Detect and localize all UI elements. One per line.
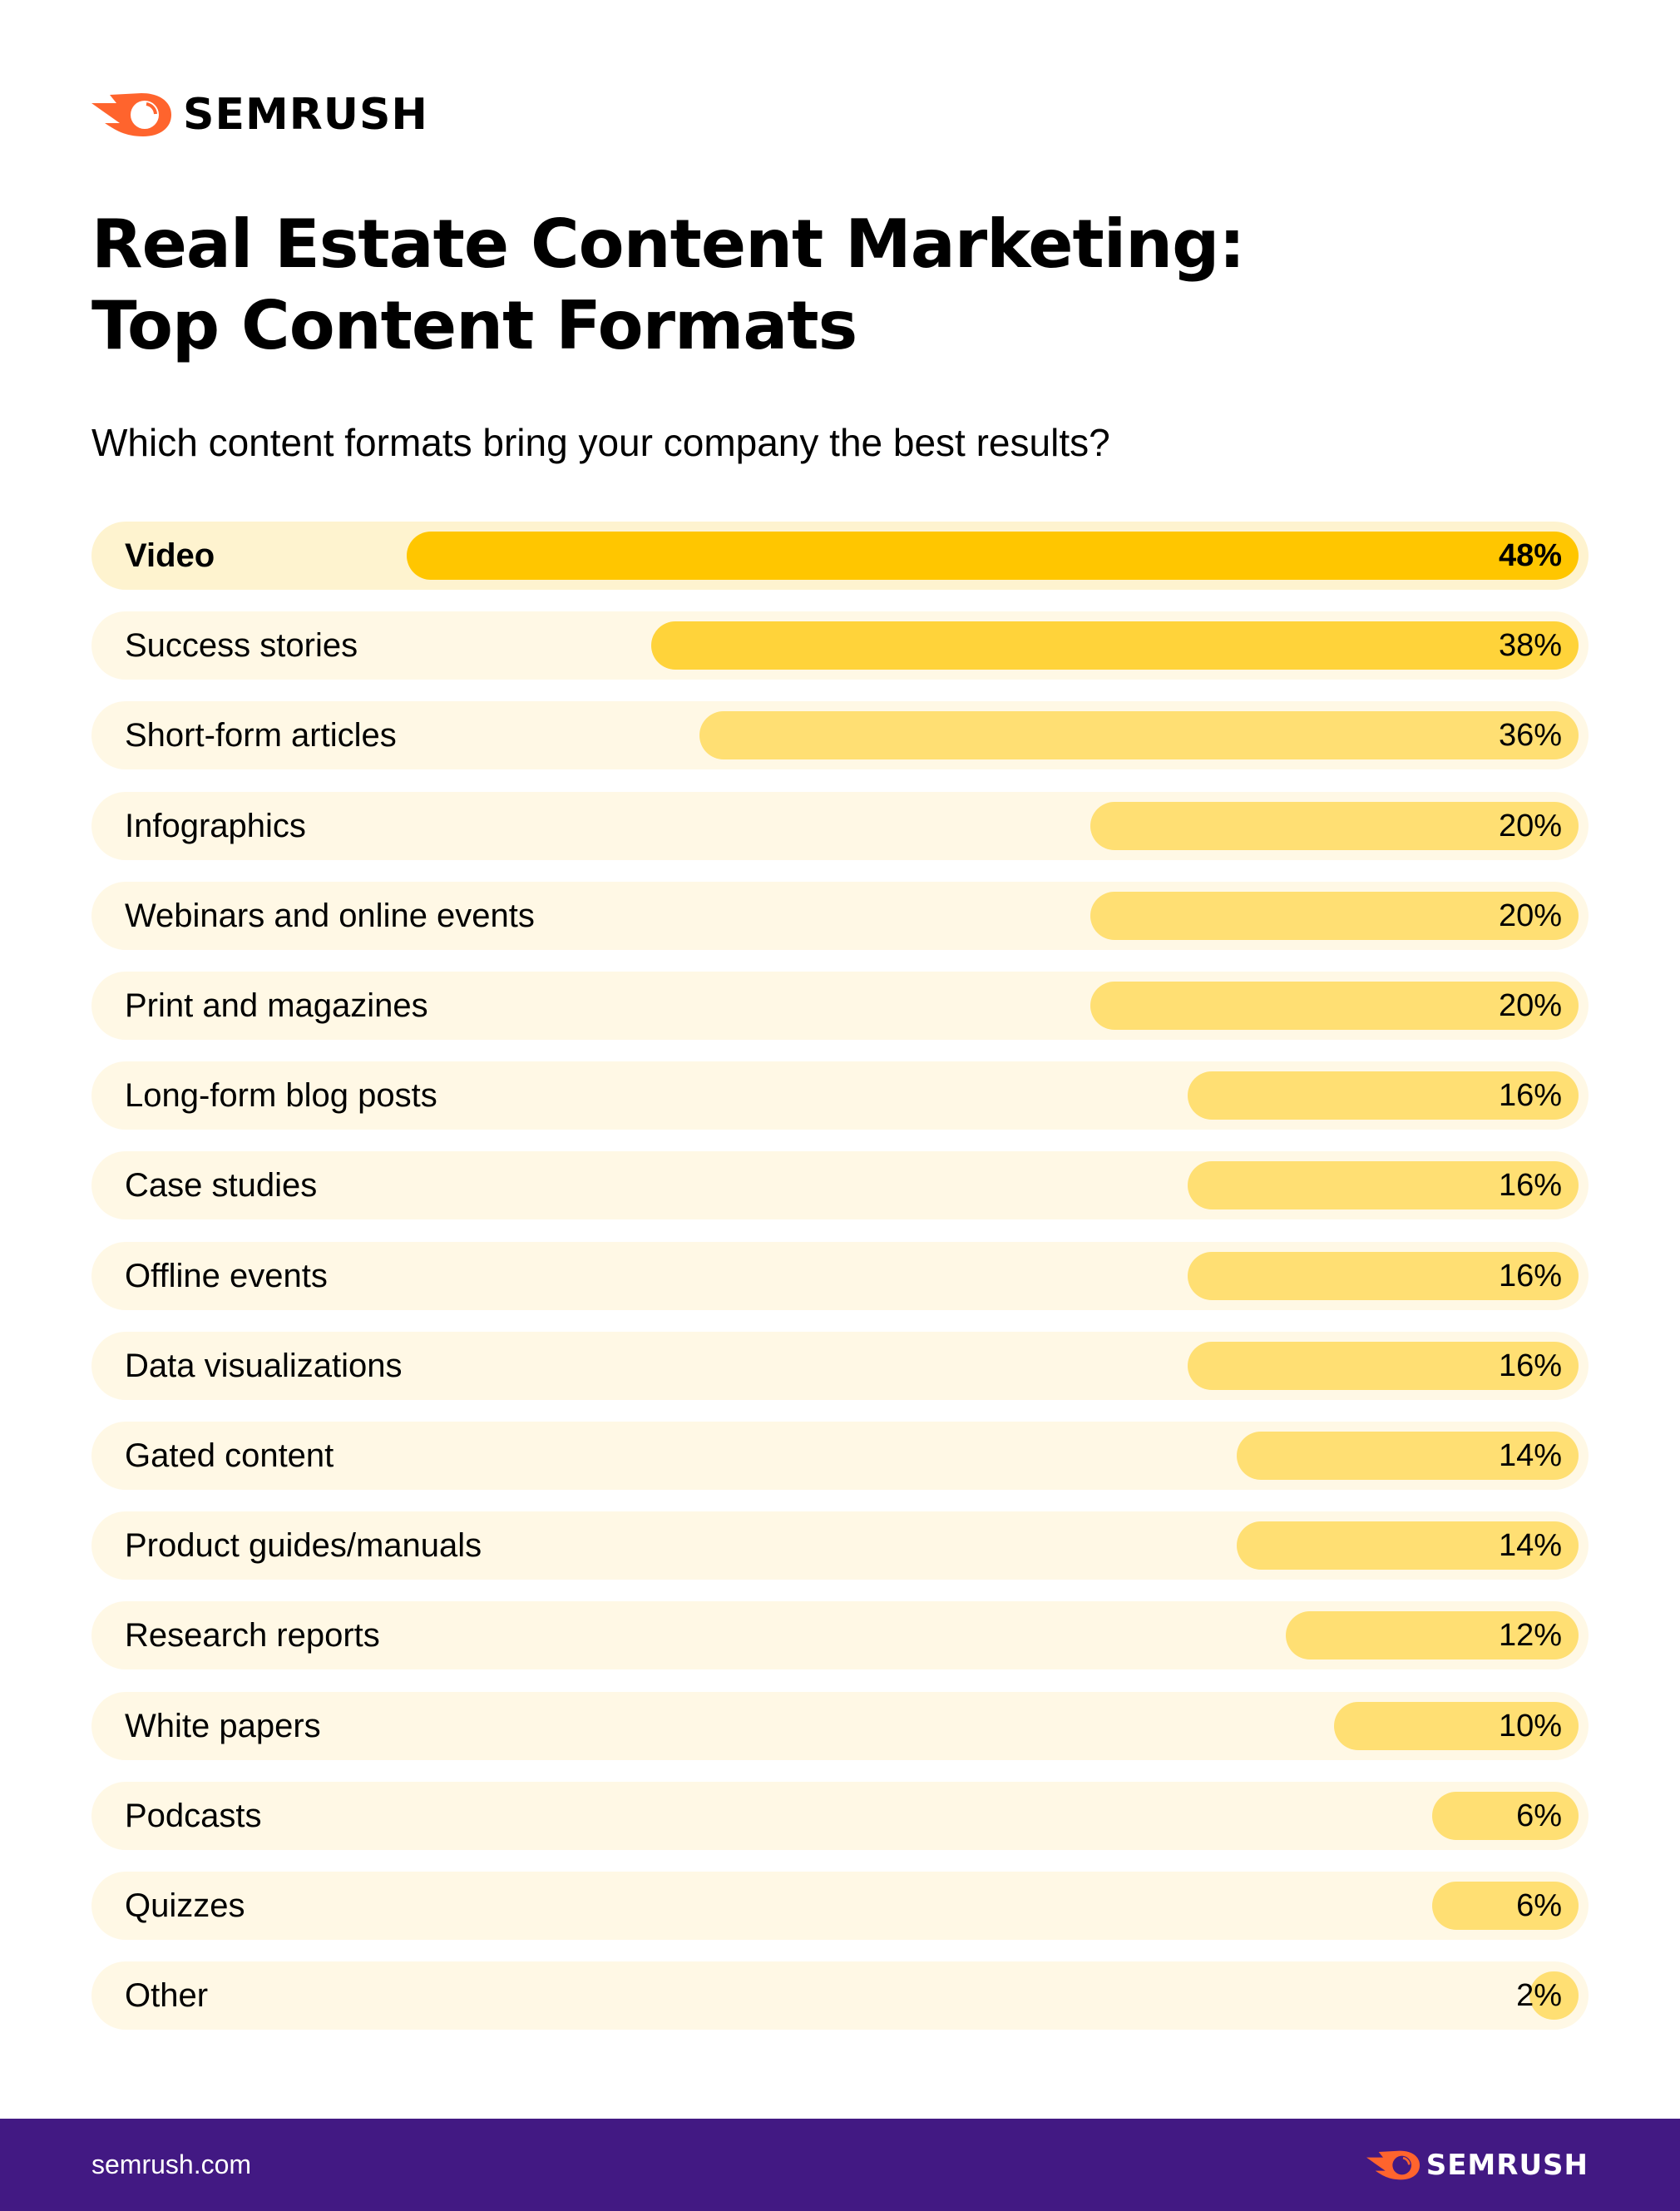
bar-row: Case studies 16%: [91, 1151, 1589, 1220]
value-label: 14%: [1498, 1438, 1562, 1473]
bar-row: Podcasts 6%: [91, 1781, 1589, 1850]
bar: [1188, 1251, 1579, 1300]
bar: [1285, 1611, 1579, 1660]
bar-row: Video 48%: [91, 522, 1589, 590]
bar: [1237, 1521, 1579, 1570]
category-label: White papers: [125, 1707, 321, 1744]
bar-row: Infographics 20%: [91, 791, 1589, 860]
bar: [650, 621, 1579, 670]
value-label: 48%: [1498, 538, 1562, 573]
bar-row: Long-form blog posts 16%: [91, 1061, 1589, 1130]
category-label: Offline events: [125, 1257, 328, 1294]
bar-row: Other 2%: [91, 1961, 1589, 2030]
page-title: Real Estate Content Marketing: Top Conte…: [91, 204, 1245, 367]
bar: [1188, 1071, 1579, 1120]
value-label: 6%: [1516, 1798, 1562, 1833]
bar: [1237, 1432, 1579, 1480]
value-label: 20%: [1498, 988, 1562, 1023]
value-label: 12%: [1498, 1618, 1562, 1654]
category-label: Gated content: [125, 1437, 334, 1474]
bar-row: Research reports 12%: [91, 1601, 1589, 1670]
bar-row: White papers 10%: [91, 1691, 1589, 1760]
value-label: 14%: [1498, 1528, 1562, 1564]
category-label: Long-form blog posts: [125, 1077, 437, 1115]
value-label: 6%: [1516, 1888, 1562, 1923]
bar: [1188, 1161, 1579, 1210]
value-label: 20%: [1498, 898, 1562, 933]
bar: [699, 711, 1579, 760]
category-label: Other: [125, 1977, 209, 2015]
value-label: 16%: [1498, 1348, 1562, 1383]
bar-row: Quizzes 6%: [91, 1872, 1589, 1940]
bar-row: Product guides/manuals 14%: [91, 1511, 1589, 1580]
category-label: Video: [125, 537, 215, 574]
bar-row: Webinars and online events 20%: [91, 881, 1589, 950]
category-label: Print and magazines: [125, 987, 428, 1024]
category-label: Data visualizations: [125, 1347, 403, 1384]
title-line-1: Real Estate Content Marketing:: [91, 205, 1245, 283]
category-label: Podcasts: [125, 1797, 262, 1834]
category-label: Success stories: [125, 627, 358, 665]
value-label: 36%: [1498, 718, 1562, 754]
bar: [1529, 1971, 1579, 2021]
value-label: 16%: [1498, 1168, 1562, 1204]
category-label: Quizzes: [125, 1887, 245, 1924]
bar: [1090, 801, 1579, 850]
value-label: 38%: [1498, 628, 1562, 664]
semrush-flame-icon: [91, 93, 171, 136]
semrush-flame-icon: [1366, 2150, 1420, 2180]
bar: [1188, 1341, 1579, 1390]
value-label: 2%: [1516, 1978, 1562, 2014]
bar: [1334, 1701, 1579, 1750]
footer-logo-text: SEMRUSH: [1426, 2149, 1589, 2182]
semrush-logo: SEMRUSH: [91, 90, 428, 140]
chart-subtitle: Which content formats bring your company…: [91, 421, 1110, 464]
category-label: Infographics: [125, 807, 306, 844]
bar: [1431, 1791, 1579, 1840]
value-label: 16%: [1498, 1078, 1562, 1114]
bar-row: Offline events 16%: [91, 1241, 1589, 1310]
bar: [1090, 891, 1579, 940]
category-label: Research reports: [125, 1617, 380, 1655]
bar-row: Success stories 38%: [91, 611, 1589, 680]
value-label: 10%: [1498, 1708, 1562, 1744]
logo-text: SEMRUSH: [183, 90, 428, 140]
value-label: 20%: [1498, 808, 1562, 843]
value-label: 16%: [1498, 1258, 1562, 1293]
bar-row: Short-form articles 36%: [91, 701, 1589, 770]
category-label: Short-form articles: [125, 717, 397, 754]
title-line-2: Top Content Formats: [91, 287, 857, 364]
bar: [407, 532, 1579, 580]
category-label: Case studies: [125, 1167, 318, 1204]
bar-row: Data visualizations 16%: [91, 1331, 1589, 1400]
bar-row: Gated content 14%: [91, 1422, 1589, 1490]
category-label: Webinars and online events: [125, 897, 535, 934]
category-label: Product guides/manuals: [125, 1527, 482, 1565]
footer-logo: SEMRUSH: [1366, 2149, 1589, 2182]
bar: [1431, 1882, 1579, 1930]
bar: [1090, 982, 1579, 1030]
footer: semrush.com SEMRUSH: [0, 2119, 1680, 2211]
footer-url[interactable]: semrush.com: [91, 2149, 252, 2179]
bar-row: Print and magazines 20%: [91, 972, 1589, 1040]
